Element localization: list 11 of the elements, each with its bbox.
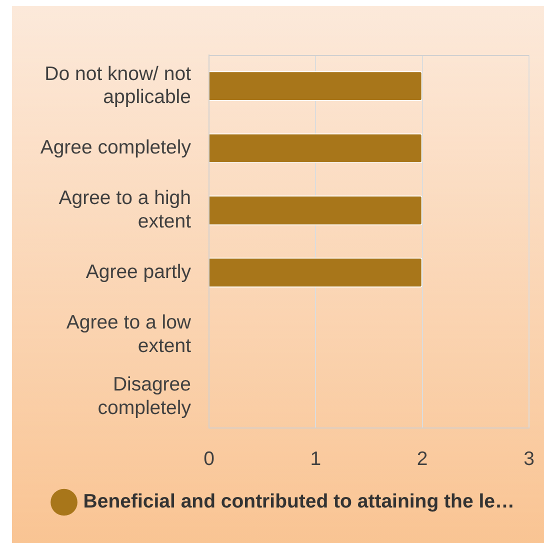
y-tick-label: Agree partly <box>86 260 192 283</box>
x-tick-label: 3 <box>524 448 534 470</box>
x-tick-label: 2 <box>416 448 428 470</box>
y-tick-label: Agree to a low extent <box>66 311 192 357</box>
x-tick-label: 1 <box>310 448 322 470</box>
x-tick-label: 0 <box>204 448 215 470</box>
y-tick-label: Disagree completely <box>98 374 192 419</box>
y-tick-label: Do not know/ not applicable <box>44 62 192 108</box>
legend-label: Beneficial and contributed to attaining the le… <box>83 490 514 513</box>
y-tick-label: Agree completely <box>40 136 192 159</box>
y-tick-label: Agree to a high extent <box>58 187 192 232</box>
